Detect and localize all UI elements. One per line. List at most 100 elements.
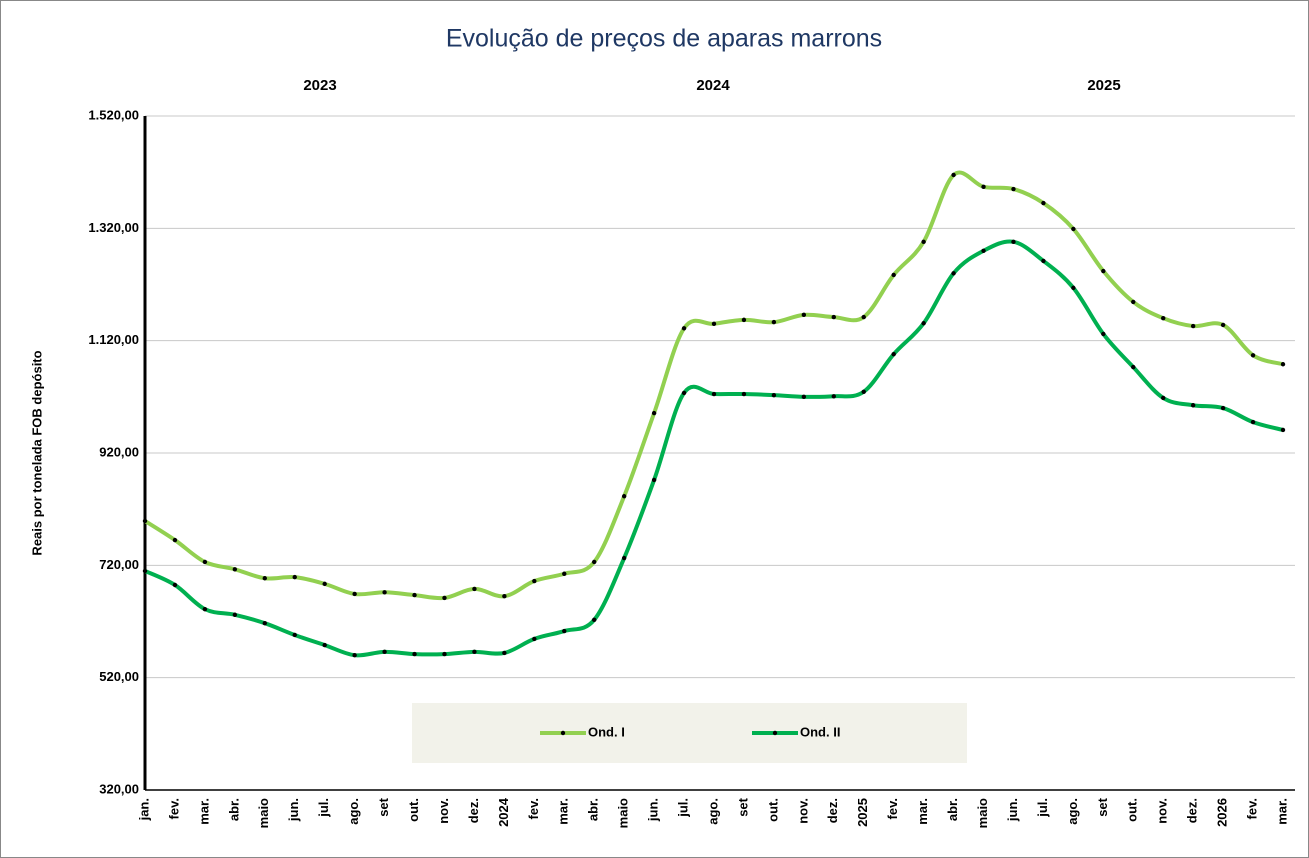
x-tick-label: fev. (166, 798, 181, 819)
x-tick-label: jul. (675, 798, 690, 818)
legend-marker (772, 730, 778, 736)
data-point (412, 651, 417, 657)
data-point (1250, 419, 1256, 425)
data-point (1161, 316, 1166, 321)
x-tick-label: jun. (286, 798, 301, 822)
data-point (891, 351, 896, 357)
data-point (981, 248, 986, 253)
data-point (142, 518, 148, 524)
data-point (1190, 323, 1196, 329)
data-point (621, 494, 627, 499)
x-tick-label: maio (256, 798, 271, 828)
data-point (831, 314, 836, 320)
x-tick-label: set (735, 797, 750, 816)
data-point (472, 649, 477, 655)
data-point (981, 184, 986, 189)
data-point (771, 319, 777, 325)
x-tick-label: 2025 (855, 798, 870, 827)
year-label: 2024 (696, 77, 730, 94)
data-point (1220, 405, 1226, 411)
data-point (472, 586, 477, 592)
data-point (262, 620, 267, 626)
x-tick-label: set (1095, 797, 1110, 816)
x-tick-label: out. (1125, 798, 1140, 822)
x-tick-label: jun. (1005, 798, 1020, 822)
data-point (442, 651, 447, 657)
year-label: 2025 (1087, 77, 1120, 94)
x-tick-label: ago. (705, 798, 720, 825)
data-point (891, 272, 896, 278)
chart-title: Evolução de preços de aparas marrons (446, 25, 882, 53)
x-tick-label: mar. (556, 798, 571, 825)
data-point (352, 591, 357, 597)
data-point (352, 653, 357, 658)
data-point (232, 567, 238, 572)
data-point (202, 606, 208, 612)
data-point (1011, 186, 1016, 192)
data-point (442, 595, 447, 601)
x-tick-label: nov. (436, 798, 451, 824)
x-tick-label: 2026 (1215, 798, 1230, 827)
legend-marker (560, 730, 566, 736)
data-point (1280, 362, 1286, 367)
data-point (621, 555, 627, 561)
x-tick-label: dez. (825, 798, 840, 823)
data-point (592, 559, 597, 565)
data-point (741, 391, 747, 397)
data-point (262, 576, 267, 581)
x-tick-label: mar. (196, 798, 211, 825)
data-point (1041, 200, 1046, 206)
data-point (382, 649, 387, 655)
data-point (681, 390, 687, 396)
legend-label: Ond. II (800, 724, 840, 739)
x-tick-label: nov. (795, 798, 810, 824)
y-tick-label: 720,00 (99, 557, 139, 572)
data-point (292, 632, 297, 638)
x-tick-label: jun. (646, 798, 661, 822)
data-point (322, 581, 327, 587)
x-tick-label: jul. (1035, 798, 1050, 818)
data-point (1041, 258, 1046, 264)
data-point (502, 594, 507, 599)
series-line (144, 239, 1284, 658)
data-point (382, 590, 387, 595)
data-point (1071, 226, 1076, 232)
x-tick-label: fev. (1244, 798, 1259, 819)
x-tick-label: nov. (1155, 798, 1170, 824)
y-tick-label: 520,00 (99, 669, 139, 684)
x-tick-label: mar. (915, 798, 930, 825)
x-tick-label: out. (765, 798, 780, 822)
data-point (1280, 427, 1286, 433)
data-point (322, 642, 327, 648)
year-label: 2023 (303, 77, 336, 94)
data-point (1131, 299, 1136, 305)
x-tick-label: jan. (136, 798, 151, 821)
y-axis-label: Reais por tonelada FOB depósito (29, 350, 44, 555)
data-point (831, 394, 836, 399)
x-tick-label: maio (616, 798, 631, 828)
x-tick-label: abr. (226, 798, 241, 821)
data-point (951, 172, 956, 178)
x-tick-label: abr. (945, 798, 960, 821)
y-tick-label: 320,00 (99, 781, 139, 796)
data-point (861, 314, 866, 320)
y-tick-label: 920,00 (99, 444, 139, 459)
data-point (921, 239, 926, 245)
legend-box (412, 703, 967, 763)
data-point (532, 636, 537, 642)
data-point (592, 617, 597, 623)
data-point (232, 612, 238, 617)
x-tick-label: jul. (316, 798, 331, 818)
data-point (951, 271, 956, 276)
data-point (651, 410, 657, 416)
x-tick-label: ago. (1065, 798, 1080, 825)
data-point (1250, 353, 1256, 358)
data-point (711, 391, 717, 397)
y-tick-label: 1.120,00 (88, 332, 139, 347)
data-point (711, 321, 717, 327)
data-point (771, 392, 777, 398)
x-tick-label: out. (406, 798, 421, 822)
x-tick-label: ago. (346, 798, 361, 825)
x-tick-label: dez. (1185, 798, 1200, 823)
data-point (202, 559, 208, 565)
